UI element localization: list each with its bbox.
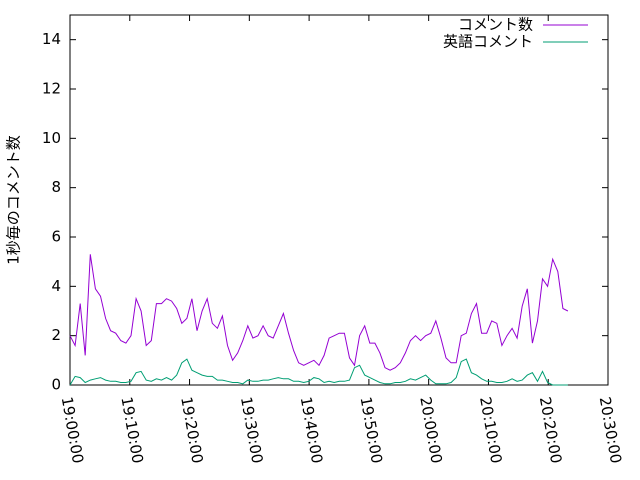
- y-tick-label: 6: [51, 228, 61, 246]
- plot-frame: [69, 14, 609, 386]
- y-tick-label: 8: [51, 178, 61, 196]
- y-tick-label: 14: [42, 30, 61, 48]
- legend-label: 英語コメント: [443, 33, 533, 51]
- series-line: [69, 254, 569, 371]
- y-tick-label: 10: [42, 129, 61, 147]
- x-tick-label: 20:00:00: [416, 395, 445, 464]
- y-tick-label: 0: [51, 376, 61, 394]
- x-tick-label: 20:30:00: [596, 395, 625, 464]
- x-tick-label: 20:10:00: [476, 395, 505, 464]
- x-tick-label: 19:20:00: [177, 395, 206, 464]
- y-tick-label: 12: [42, 80, 61, 98]
- x-tick-label: 19:30:00: [237, 395, 266, 464]
- x-tick-label: 19:00:00: [58, 395, 87, 464]
- series-line: [69, 358, 568, 386]
- y-tick-label: 2: [51, 326, 61, 344]
- y-axis-label: 1秒毎のコメント数: [5, 135, 23, 265]
- x-tick-label: 19:10:00: [117, 395, 146, 464]
- x-tick-label: 19:40:00: [297, 395, 326, 464]
- legend-label: コメント数: [458, 16, 533, 34]
- x-tick-label: 20:20:00: [536, 395, 565, 464]
- y-tick-label: 4: [51, 277, 61, 295]
- x-tick-label: 19:50:00: [357, 395, 386, 464]
